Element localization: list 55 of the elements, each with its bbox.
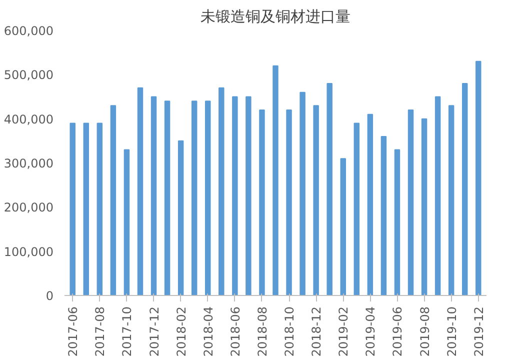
x-tick-label: 2019-02 [336, 306, 351, 357]
y-tick-label: 600,000 [4, 24, 54, 38]
bar [326, 83, 332, 296]
bar [124, 149, 130, 296]
x-tick-label: 2017-12 [147, 306, 162, 357]
bar [232, 96, 238, 296]
x-tick-label: 2017-06 [66, 306, 80, 357]
x-tick-label: 2019-04 [364, 306, 378, 357]
bar [137, 87, 144, 296]
bar [476, 60, 482, 296]
bar [421, 118, 428, 296]
y-tick-label: 100,000 [4, 244, 54, 259]
x-tick-label: 2019-10 [444, 306, 459, 357]
bar [313, 105, 319, 296]
x-tick-label: 2018-06 [228, 306, 242, 357]
bar [96, 122, 103, 296]
x-tick-label: 2018-02 [174, 306, 188, 357]
bar [408, 110, 414, 296]
bar [272, 65, 278, 296]
bar [462, 83, 468, 296]
bar [246, 96, 252, 296]
bar [205, 100, 211, 296]
bar [434, 96, 441, 296]
bar [259, 110, 265, 296]
y-tick-label: 200,000 [4, 200, 54, 215]
x-tick-label: 2017-10 [120, 306, 134, 357]
x-tick-label: 2018-12 [310, 306, 324, 357]
bar [191, 100, 198, 296]
x-tick-label: 2018-10 [282, 306, 297, 357]
bar [380, 136, 387, 296]
bar [354, 122, 360, 296]
bar [340, 158, 346, 296]
y-tick-label: 300,000 [4, 156, 54, 170]
bar [286, 110, 292, 296]
bar [178, 140, 184, 296]
x-tick-label: 2018-08 [255, 306, 270, 357]
bar [83, 122, 90, 296]
bar [70, 122, 76, 296]
y-tick-label: 400,000 [4, 112, 54, 126]
x-tick-label: 2017-08 [93, 306, 108, 357]
bar [150, 96, 157, 296]
chart-title: 未锻造铜及铜材进口量 [200, 8, 350, 26]
bar [300, 92, 306, 296]
x-tick-label: 2018-04 [201, 306, 216, 357]
bar [110, 105, 116, 296]
bar [164, 100, 170, 296]
bar [367, 114, 374, 296]
bar [394, 149, 400, 296]
bar [448, 105, 454, 296]
x-tick-label: 2019-12 [472, 306, 486, 357]
y-tick-label: 500,000 [4, 68, 54, 82]
y-tick-label: 0 [46, 289, 54, 303]
x-tick-label: 2019-06 [390, 306, 405, 357]
bar [218, 87, 224, 296]
x-tick-label: 2019-08 [418, 306, 432, 357]
